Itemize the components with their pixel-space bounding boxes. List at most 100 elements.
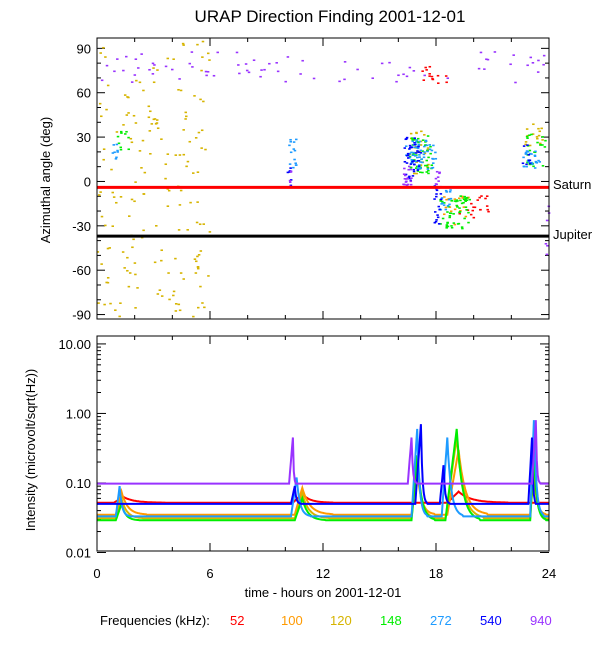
azimuth-point-272 [428,148,432,151]
azimuth-point-540 [417,165,421,167]
azimuth-point-272 [447,198,451,201]
azimuth-point-120 [106,84,110,87]
azimuth-point-148 [467,221,470,224]
azimuth-point-940 [284,80,287,83]
azimuth-point-940 [206,70,210,73]
azimuth-point-52 [485,195,489,198]
azimuth-point-940 [529,56,533,59]
azimuth-point-148 [462,198,466,201]
azimuth-point-120 [119,196,123,198]
azimuth-point-940 [301,59,304,62]
azimuth-point-120 [419,164,423,166]
azimuth-point-540 [435,193,438,195]
azimuth-point-120 [140,167,143,169]
azimuth-point-940 [116,58,119,60]
azimuth-point-272 [534,161,538,164]
azimuth-point-120 [539,142,542,145]
azimuth-point-148 [127,148,131,151]
azimuth-point-940 [148,68,151,71]
azimuth-point-940 [288,181,292,184]
azimuth-point-940 [483,68,486,70]
azimuth-point-940 [259,75,262,78]
azimuth-point-540 [435,219,438,221]
azimuth-point-940 [404,181,408,183]
azimuth-point-940 [140,53,143,55]
azimuth-point-272 [414,160,418,163]
azimuth-point-120 [419,144,423,146]
azimuth-point-272 [533,155,537,158]
azimuth-point-540 [403,160,407,163]
azimuth-point-148 [125,130,128,133]
azimuth-point-148 [427,156,430,159]
azimuth-point-940 [289,170,293,172]
azimuth-point-120 [129,137,133,140]
azimuth-point-940 [299,73,302,75]
azimuth-point-540 [288,171,291,173]
azimuth-point-272 [538,161,542,163]
azimuth-point-120 [155,119,159,121]
azimuth-point-120 [174,257,177,260]
azimuth-point-540 [289,184,293,187]
azimuth-point-540 [414,152,418,154]
azimuth-point-120 [128,272,132,274]
azimuth-point-148 [459,199,462,202]
azimuth-point-120 [112,196,116,198]
azimuth-point-272 [426,150,429,153]
azimuth-point-120 [196,171,200,173]
azimuth-point-120 [131,246,134,249]
azimuth-point-540 [407,176,410,179]
azimuth-point-940 [446,77,450,80]
azimuth-point-120 [182,129,185,131]
azimuth-point-120 [102,158,105,161]
azimuth-point-148 [541,136,544,138]
azimuth-point-940 [405,75,409,78]
azimuth-point-540 [528,162,532,165]
azimuth-point-272 [430,149,434,152]
azimuth-point-148 [119,148,123,151]
intensity-ytick-label: 0.10 [66,476,91,491]
azimuth-point-120 [196,43,199,46]
azimuth-point-148 [455,199,459,201]
azimuth-point-120 [179,272,183,274]
azimuth-point-120 [178,309,182,312]
azimuth-point-120 [99,191,102,193]
azimuth-point-148 [453,200,457,202]
intensity-line-540 [97,424,549,505]
azimuth-point-120 [99,52,102,54]
azimuth-point-120 [152,81,156,84]
time-xtick-label: 12 [316,566,330,581]
azimuth-point-272 [408,152,412,155]
azimuth-point-148 [429,152,432,155]
azimuth-point-940 [338,80,341,83]
intensity-line-272 [97,420,549,518]
azimuth-point-940 [436,176,440,178]
azimuth-point-540 [416,160,420,162]
azimuth-point-272 [111,152,115,154]
azimuth-point-540 [438,208,441,211]
azimuth-point-120 [179,89,183,92]
reference-lines [97,185,549,238]
azimuth-point-120 [167,189,171,192]
azimuth-point-148 [425,164,429,167]
azimuth-point-100 [442,213,446,216]
azimuth-point-148 [450,226,454,229]
azimuth-point-100 [453,223,457,226]
azimuth-point-120 [111,191,114,194]
azimuth-point-120 [181,42,185,45]
azimuth-point-940 [514,81,517,84]
azimuth-point-120 [134,181,137,183]
azimuth-point-940 [409,168,413,171]
azimuth-point-148 [116,135,120,138]
azimuth-point-120 [106,247,110,250]
azimuth-point-940 [130,81,134,83]
azimuth-point-120 [423,152,427,155]
azimuth-point-940 [125,55,128,58]
azimuth-point-272 [531,163,534,165]
azimuth-point-940 [371,77,374,80]
azimuth-point-120 [528,144,532,147]
azimuth-point-100 [458,197,461,200]
azimuth-point-120 [536,137,539,140]
azimuth-point-100 [459,210,462,212]
azimuth-point-120 [98,102,102,105]
azimuth-point-940 [238,72,241,75]
